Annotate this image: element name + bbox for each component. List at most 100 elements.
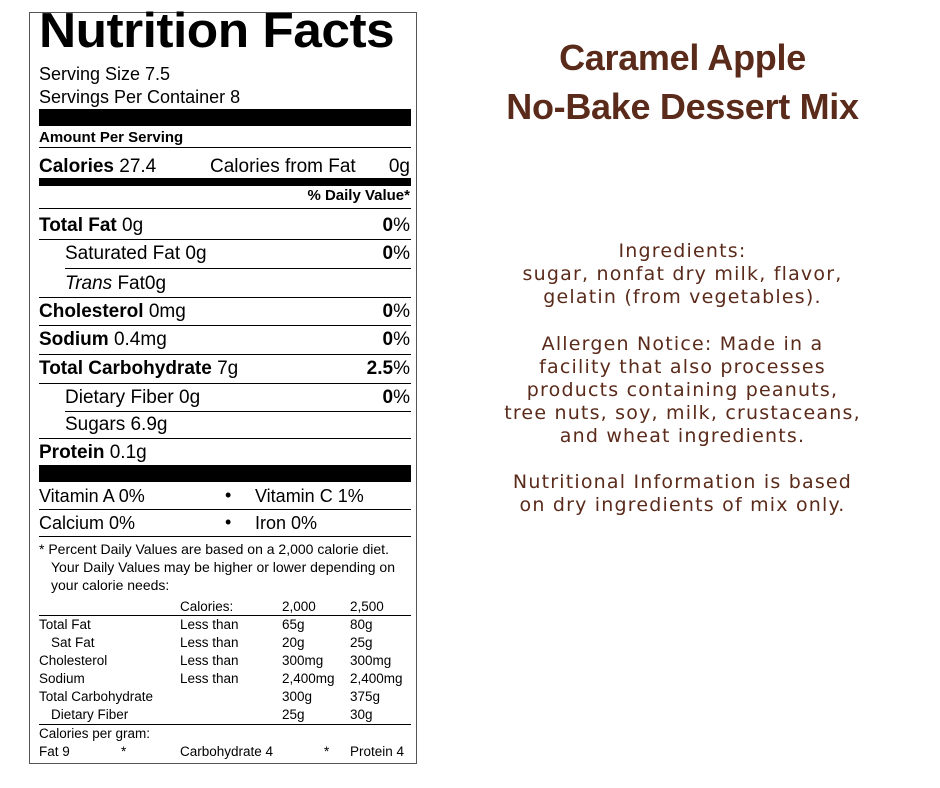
divider	[39, 297, 411, 298]
cholesterol-dv: 0%	[382, 301, 410, 322]
dv-table-cell: 25g	[350, 635, 373, 650]
medium-divider	[39, 178, 411, 186]
serving-size: Serving Size 7.5	[39, 64, 171, 84]
protein-row: Protein 0.1g	[39, 442, 147, 463]
ingredients-block: Ingredients: sugar, nonfat dry milk, fla…	[470, 240, 895, 309]
allergen-line: facility that also processes	[539, 356, 826, 378]
allergen-line: products containing peanuts,	[526, 379, 839, 401]
dv-table-cell: 65g	[282, 617, 305, 632]
footnote-line: your calorie needs:	[51, 577, 170, 593]
total-fat-label: Total Fat	[39, 215, 117, 236]
calories-label: Calories	[39, 156, 114, 177]
daily-value-header: % Daily Value*	[307, 187, 410, 204]
nutrition-facts-title: Nutrition Facts	[39, 4, 395, 58]
dv-table-cell: Less than	[180, 653, 239, 668]
calories-row: Calories 27.4	[39, 157, 156, 176]
dv-table-cell: Less than	[180, 671, 239, 686]
divider	[39, 438, 411, 439]
dv-table-cell: Total Fat	[39, 617, 91, 632]
dv-table-cell: 375g	[350, 689, 381, 704]
divider	[39, 509, 411, 510]
dv-table-cell: Sodium	[39, 671, 85, 686]
dv-table-header: Calories:	[180, 599, 234, 614]
allergen-line: and wheat ingredients.	[559, 425, 806, 447]
trans-fat-row: Trans Fat0g	[65, 273, 167, 294]
sodium-dv: 0%	[382, 329, 410, 350]
product-title-line-1: Caramel Apple	[559, 37, 806, 78]
divider	[65, 411, 411, 412]
dv-table-cell: 20g	[282, 635, 305, 650]
calories-value: 27.4	[119, 156, 157, 177]
iron: Iron 0%	[255, 513, 318, 533]
divider	[39, 325, 411, 326]
dv-table-cell: 2,400mg	[350, 671, 403, 686]
dv-table-cell: 80g	[350, 617, 373, 632]
total-fat-dv: 0%	[382, 215, 410, 236]
dv-table-header: 2,000	[282, 599, 316, 614]
dv-table-header: 2,500	[350, 599, 384, 614]
dv-table-cell: Sat Fat	[51, 635, 95, 650]
divider	[39, 615, 411, 616]
cpg-carb: Carbohydrate 4	[180, 744, 274, 759]
product-title-line-2: No-Bake Dessert Mix	[506, 86, 859, 127]
bullet: •	[225, 485, 232, 505]
divider	[39, 724, 411, 725]
dv-table-cell: 300mg	[282, 653, 324, 668]
dv-table-cell: Dietary Fiber	[51, 707, 129, 722]
sodium-row: Sodium 0.4mg	[39, 329, 167, 350]
total-fat-row: Total Fat 0g	[39, 216, 143, 235]
footnote-line: * Percent Daily Values are based on a 2,…	[39, 541, 389, 557]
servings-per-container: Servings Per Container 8	[39, 87, 241, 107]
calcium: Calcium 0%	[39, 513, 136, 533]
dv-table-cell: 300g	[282, 689, 313, 704]
divider	[39, 208, 411, 209]
cpg-protein: Protein 4	[350, 744, 405, 759]
dv-table-cell: 2,400mg	[282, 671, 335, 686]
dv-table-cell: Cholesterol	[39, 653, 108, 668]
nutrition-note-block: Nutritional Information is based on dry …	[470, 471, 895, 517]
nutrition-facts-label: Nutrition Facts Serving Size 7.5 Serving…	[29, 7, 417, 764]
allergen-line: Allergen Notice: Made in a	[541, 333, 824, 355]
cpg-star: *	[121, 744, 127, 759]
dv-table-cell: 25g	[282, 707, 305, 722]
dv-table-cell: Less than	[180, 617, 239, 632]
calories-per-gram: Calories per gram:	[39, 726, 151, 741]
dietary-fiber-dv: 0%	[382, 387, 410, 408]
divider	[39, 536, 411, 537]
cholesterol-row: Cholesterol 0mg	[39, 301, 186, 322]
total-carb-dv: 2.5%	[366, 358, 410, 379]
vitamin-a: Vitamin A 0%	[39, 486, 145, 506]
sugars-row: Sugars 6.9g	[65, 414, 168, 435]
amount-per-serving: Amount Per Serving	[39, 129, 184, 146]
calories-from-fat-value: 0g	[388, 156, 410, 177]
dietary-fiber-row: Dietary Fiber 0g	[65, 387, 201, 408]
divider	[39, 383, 411, 384]
ingredients-line: Ingredients:	[618, 240, 747, 262]
nutrition-note-line: on dry ingredients of mix only.	[519, 494, 846, 516]
dv-table-cell: Less than	[180, 635, 239, 650]
bullet: •	[225, 512, 232, 532]
total-fat-amount: 0g	[122, 215, 144, 236]
dv-table-cell: 30g	[350, 707, 373, 722]
total-carb-row: Total Carbohydrate 7g	[39, 358, 239, 379]
divider	[65, 268, 411, 269]
thick-divider	[39, 109, 411, 126]
thick-divider	[39, 465, 411, 482]
saturated-fat-dv: 0%	[382, 243, 410, 264]
divider	[39, 239, 411, 240]
allergen-block: Allergen Notice: Made in a facility that…	[470, 333, 895, 448]
cpg-star: *	[324, 744, 330, 759]
calories-from-fat-label: Calories from Fat	[210, 156, 356, 177]
divider	[39, 354, 411, 355]
vitamin-c: Vitamin C 1%	[255, 486, 364, 506]
nutrition-note-line: Nutritional Information is based	[512, 471, 853, 493]
cpg-fat: Fat 9	[39, 744, 70, 759]
dv-table-cell: 300mg	[350, 653, 392, 668]
dv-table-cell: Total Carbohydrate	[39, 689, 154, 704]
ingredients-line: gelatin (from vegetables).	[543, 286, 822, 308]
saturated-fat-row: Saturated Fat 0g	[65, 243, 207, 264]
ingredients-line: sugar, nonfat dry milk, flavor,	[522, 263, 843, 285]
divider	[39, 147, 411, 148]
allergen-line: tree nuts, soy, milk, crustaceans,	[504, 402, 861, 424]
footnote-line: Your Daily Values may be higher or lower…	[51, 559, 395, 575]
